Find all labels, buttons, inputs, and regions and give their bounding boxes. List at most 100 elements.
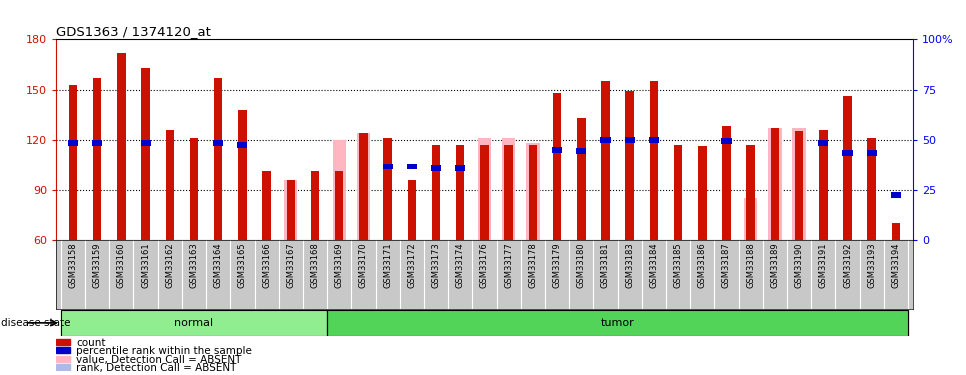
Text: GSM33167: GSM33167 [286,242,296,288]
Bar [650,81,658,240]
Bar [698,146,706,240]
Bar [504,145,513,240]
Text: GSM33173: GSM33173 [432,242,440,288]
Bar [744,198,757,240]
Text: GSM33187: GSM33187 [722,242,731,288]
Text: GSM33177: GSM33177 [504,242,513,288]
Bar [577,118,585,240]
Bar [455,165,466,171]
Bar [213,78,222,240]
Bar [263,171,270,240]
Text: GSM33189: GSM33189 [771,242,780,288]
Bar [649,137,659,142]
Bar [56,348,70,353]
Bar [432,145,440,240]
Bar [117,53,126,240]
Text: GSM33172: GSM33172 [408,242,416,288]
Text: GSM33165: GSM33165 [238,242,247,288]
Bar [384,138,392,240]
Text: GSM33158: GSM33158 [69,242,77,288]
Text: GSM33193: GSM33193 [867,242,876,288]
Bar [56,364,70,370]
Text: GSM33168: GSM33168 [310,242,320,288]
Bar [165,130,174,240]
Text: count: count [76,338,106,348]
Text: GSM33194: GSM33194 [892,242,900,288]
Bar [891,192,901,198]
Text: GSM33159: GSM33159 [93,242,101,288]
Text: GSM33183: GSM33183 [625,242,634,288]
Text: tumor: tumor [601,318,635,328]
Bar [356,133,370,240]
Bar [819,130,828,240]
Bar [238,142,247,148]
Bar [56,339,70,345]
Bar [140,140,151,146]
Bar [213,140,223,146]
Bar [287,180,295,240]
Bar [625,91,634,240]
Bar [56,356,70,362]
Text: percentile rank within the sample: percentile rank within the sample [76,346,252,356]
Bar [576,148,586,154]
Bar [867,138,876,240]
Bar [625,137,635,142]
Bar [480,145,489,240]
Bar [892,223,900,240]
Bar [481,182,488,240]
Bar [792,128,806,240]
Text: rank, Detection Call = ABSENT: rank, Detection Call = ABSENT [76,363,237,373]
Bar [61,310,327,336]
Bar [327,310,908,336]
Bar [553,93,561,240]
Bar [141,68,150,240]
Bar [431,165,441,171]
Text: GSM33160: GSM33160 [117,242,126,288]
Text: GSM33161: GSM33161 [141,242,150,288]
Text: GSM33192: GSM33192 [843,242,852,288]
Bar [327,310,908,336]
Text: GSM33184: GSM33184 [649,242,659,288]
Bar [818,140,829,146]
Bar [748,195,753,240]
Text: GSM33166: GSM33166 [262,242,271,288]
Bar [505,182,512,240]
Text: GSM33190: GSM33190 [795,242,804,288]
Text: GSM33164: GSM33164 [213,242,223,288]
Bar [239,110,246,240]
Text: GSM33162: GSM33162 [165,242,174,288]
Text: GSM33185: GSM33185 [673,242,683,288]
Bar [478,138,491,240]
Text: GSM33169: GSM33169 [335,242,344,288]
Bar [332,140,346,240]
Bar [383,164,393,170]
Text: GSM33176: GSM33176 [480,242,489,288]
Text: GSM33180: GSM33180 [577,242,585,288]
Bar [408,180,416,240]
Text: GSM33188: GSM33188 [746,242,755,288]
Bar [674,145,682,240]
Text: value, Detection Call = ABSENT: value, Detection Call = ABSENT [76,355,242,365]
Bar [61,310,327,336]
Text: GSM33171: GSM33171 [384,242,392,288]
Bar [722,138,731,144]
Bar [502,138,515,240]
Text: GSM33181: GSM33181 [601,242,610,288]
Bar [796,193,802,240]
Text: GSM33163: GSM33163 [189,242,198,288]
Bar [768,128,781,240]
Text: GSM33186: GSM33186 [697,242,707,288]
Bar [93,78,101,240]
Bar [528,145,537,240]
Text: GDS1363 / 1374120_at: GDS1363 / 1374120_at [56,25,211,38]
Bar [335,171,344,240]
Text: normal: normal [175,318,213,328]
Bar [284,180,298,240]
Text: GSM33170: GSM33170 [359,242,368,288]
Bar [526,143,540,240]
Bar [311,171,319,240]
Text: GSM33174: GSM33174 [456,242,465,288]
Text: GSM33178: GSM33178 [528,242,537,288]
Bar [771,128,780,240]
Text: GSM33191: GSM33191 [819,242,828,288]
